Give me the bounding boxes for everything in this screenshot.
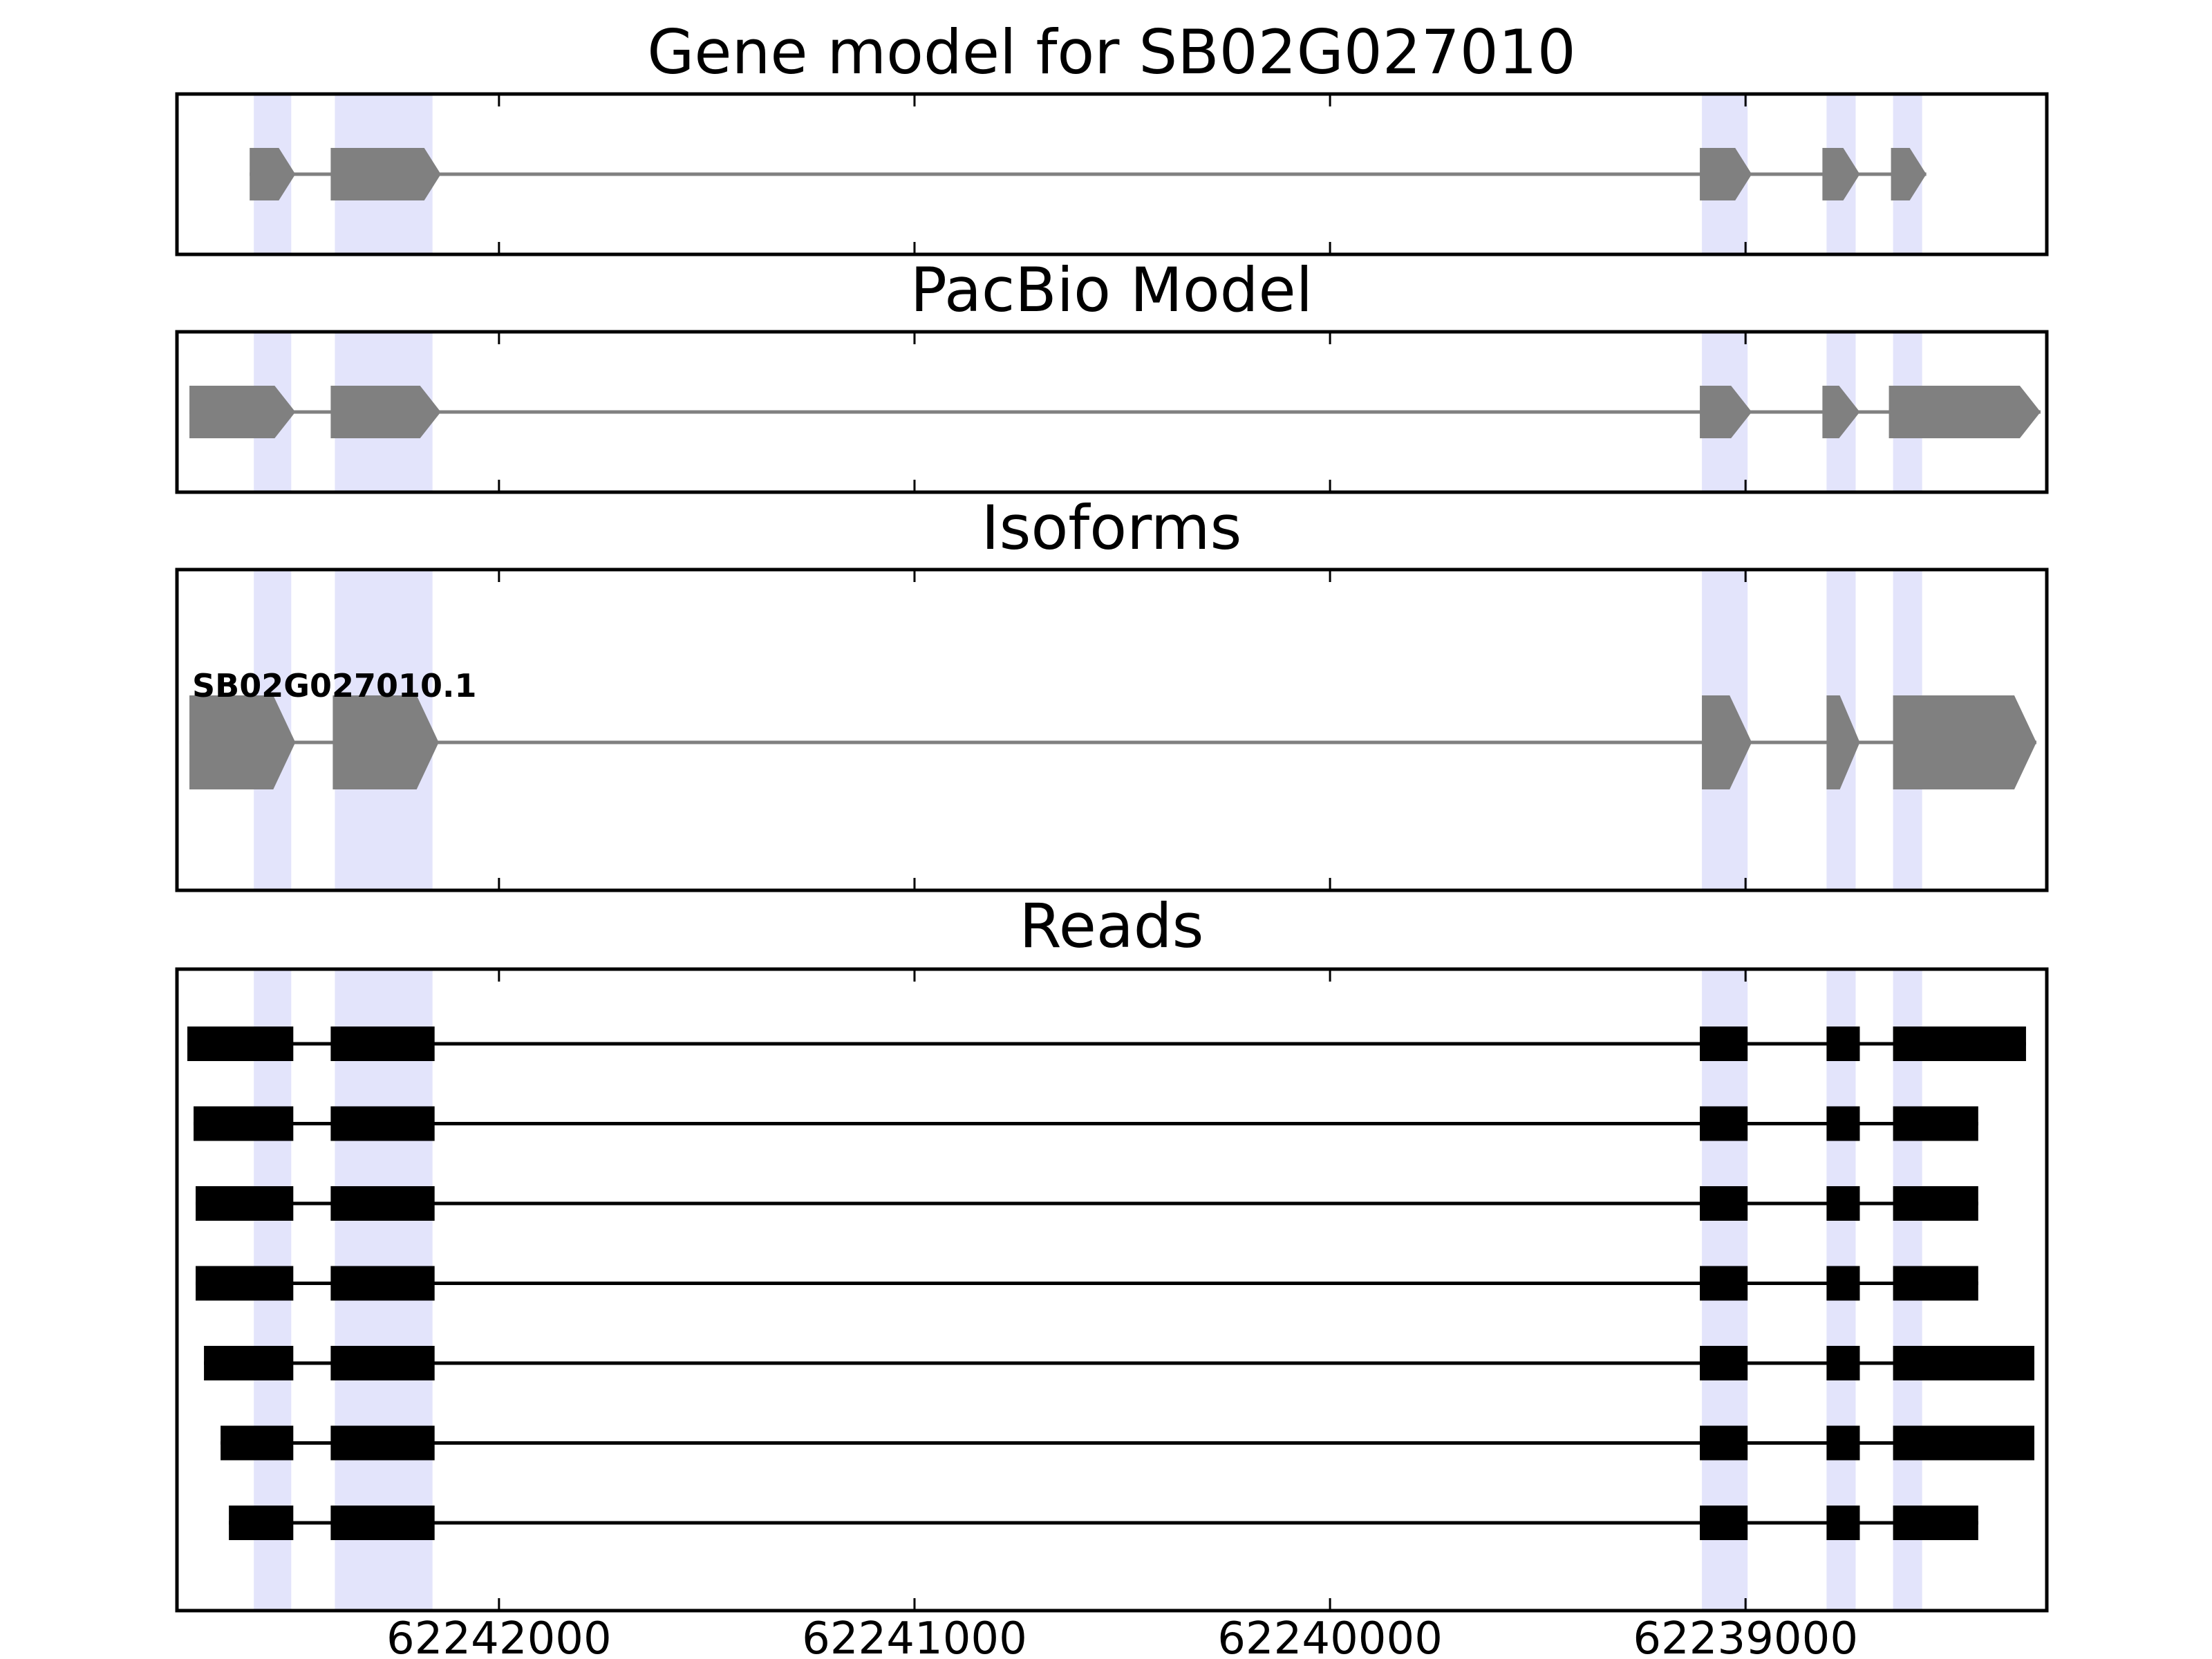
exon-arrow (330, 148, 441, 200)
pacbio-model-ticks (498, 332, 1747, 492)
read-block (330, 1106, 435, 1141)
read-block (229, 1506, 294, 1540)
read-block (1893, 1186, 1978, 1221)
isoforms-title: Isoforms (982, 492, 1242, 563)
read-track (194, 1106, 1978, 1141)
pacbio-model-features (189, 386, 2041, 438)
isoforms-panel: SB02G027010.1 (175, 568, 2049, 892)
read-block (1893, 1027, 2026, 1061)
reads-frame (175, 967, 2049, 1613)
gene-model-features (250, 148, 1927, 200)
isoforms-ticks (498, 570, 1747, 890)
x-axis-tick-labels: 62242000 62241000 62240000 62239000 (386, 1613, 1858, 1659)
pacbio-model-frame (175, 330, 2049, 494)
read-track (196, 1186, 1978, 1221)
reads-ticks (498, 969, 1747, 1611)
read-block (1700, 1425, 1748, 1461)
exon-arrow (1822, 148, 1860, 200)
isoforms-features (189, 695, 2036, 789)
x-tick-label: 62241000 (802, 1613, 1027, 1659)
read-block (1826, 1106, 1860, 1141)
x-tick-label: 62240000 (1217, 1613, 1443, 1659)
read-track (221, 1425, 2034, 1461)
read-track (196, 1266, 1978, 1301)
read-block (330, 1506, 435, 1540)
read-block (194, 1106, 294, 1141)
exon-arrow (1700, 386, 1752, 438)
read-block (196, 1186, 294, 1221)
read-track (204, 1346, 2034, 1380)
isoforms-highlights (254, 570, 1922, 890)
exon-arrow (1893, 695, 2036, 789)
read-track (187, 1027, 2026, 1061)
read-block (1893, 1346, 2034, 1380)
reads-panel (175, 967, 2049, 1613)
exon-arrow (189, 386, 296, 438)
read-block (196, 1266, 294, 1301)
reads-title: Reads (1020, 890, 1204, 962)
read-block (1826, 1506, 1860, 1540)
exon-arrow (189, 695, 296, 789)
pacbio-model-title: PacBio Model (910, 254, 1313, 326)
read-block (187, 1027, 294, 1061)
read-block (1893, 1266, 1978, 1301)
read-block (330, 1346, 435, 1380)
reads-highlights (254, 969, 1922, 1611)
read-block (1700, 1506, 1748, 1540)
exon-arrow (1700, 148, 1752, 200)
read-block (1700, 1106, 1748, 1141)
read-block (1826, 1266, 1860, 1301)
read-block (1826, 1027, 1860, 1061)
read-block (1893, 1506, 1978, 1540)
exon-arrow (332, 695, 439, 789)
gene-model-frame (175, 92, 2049, 256)
read-block (1700, 1346, 1748, 1380)
exon-arrow (1826, 695, 1860, 789)
gene-model-title: Gene model for SB02G027010 (647, 17, 1576, 88)
gene-model-ticks (498, 94, 1747, 254)
exon-arrow (1822, 386, 1860, 438)
exon-arrow (250, 148, 296, 200)
pacbio-model-panel (175, 330, 2049, 494)
exon-arrow (1888, 386, 2041, 438)
exon-arrow (1702, 695, 1752, 789)
reads-features (187, 1027, 2034, 1540)
x-tick-label: 62242000 (386, 1613, 612, 1659)
read-block (221, 1425, 294, 1461)
read-block (1700, 1186, 1748, 1221)
isoforms-frame (175, 568, 2049, 892)
read-block (1893, 1425, 2034, 1461)
exon-arrow (1891, 148, 1927, 200)
read-block (204, 1346, 294, 1380)
read-block (1826, 1425, 1860, 1461)
exon-arrow (330, 386, 441, 438)
x-tick-label: 62239000 (1633, 1613, 1858, 1659)
read-track (229, 1506, 1978, 1540)
read-block (1893, 1106, 1978, 1141)
read-block (1826, 1346, 1860, 1380)
isoform-label: SB02G027010.1 (192, 667, 476, 704)
read-block (1826, 1186, 1860, 1221)
read-block (330, 1425, 435, 1461)
gene-model-panel (175, 92, 2049, 256)
read-block (330, 1266, 435, 1301)
read-block (330, 1027, 435, 1061)
read-block (1700, 1266, 1748, 1301)
read-block (330, 1186, 435, 1221)
read-block (1700, 1027, 1748, 1061)
